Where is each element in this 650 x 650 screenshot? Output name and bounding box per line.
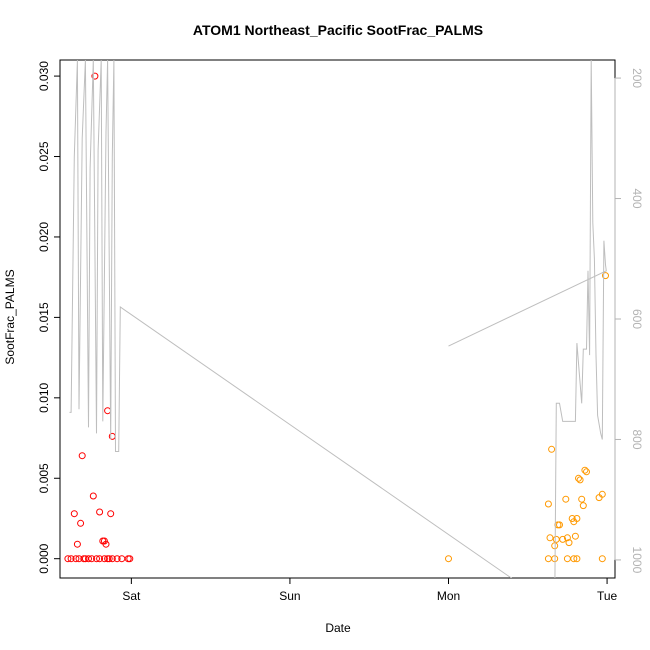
data-point-1-4 (570, 555, 578, 563)
y-tick-label-6: 0.030 (37, 61, 51, 91)
data-point-1-13 (556, 521, 563, 529)
data-point-0-11 (108, 555, 116, 563)
data-point-1-7 (544, 500, 552, 508)
right-tick-label-0: 200 (630, 68, 644, 88)
data-point-1-6 (598, 555, 606, 563)
data-point-0-24 (96, 508, 104, 516)
data-point-1-8 (548, 445, 556, 453)
y-tick-label-0: 0.000 (37, 543, 51, 573)
data-point-1-22 (575, 474, 582, 482)
data-point-0-19 (73, 540, 81, 548)
series-line-2 (69, 60, 607, 578)
data-point-1-15 (562, 495, 570, 503)
data-point-0-29 (107, 510, 115, 518)
right-tick-label-4: 1000 (630, 547, 644, 574)
x-axis-label: Date (325, 621, 351, 635)
x-tick-label-3: Tue (597, 589, 618, 603)
data-point-1-23 (576, 476, 584, 484)
plot-frame (59, 59, 616, 579)
data-point-0-0 (64, 555, 72, 563)
data-point-1-1 (544, 555, 552, 563)
data-point-0-17 (105, 555, 113, 563)
y-tick-label-3: 0.015 (37, 302, 51, 332)
data-point-1-14 (559, 535, 567, 543)
data-point-0-12 (113, 555, 121, 563)
data-point-1-5 (573, 555, 581, 563)
data-point-1-16 (563, 534, 571, 542)
data-point-0-28 (104, 407, 112, 415)
data-point-0-21 (78, 452, 86, 460)
data-point-1-0 (445, 555, 452, 563)
y-tick-label-5: 0.025 (37, 141, 51, 171)
data-point-1-30 (602, 272, 609, 280)
data-point-1-21 (573, 515, 581, 522)
data-point-0-27 (102, 540, 110, 548)
data-point-0-22 (89, 492, 97, 500)
data-point-1-20 (571, 532, 579, 540)
data-point-1-27 (583, 468, 590, 476)
data-point-0-5 (85, 555, 92, 563)
x-tick-label-1: Sun (279, 589, 300, 603)
data-point-1-11 (552, 535, 560, 543)
y-tick-label-2: 0.010 (37, 382, 51, 412)
right-tick-label-3: 800 (630, 429, 644, 449)
data-point-0-2 (72, 555, 80, 563)
right-tick-label-1: 400 (630, 188, 644, 208)
data-point-0-7 (93, 555, 100, 563)
data-point-1-25 (579, 502, 587, 510)
data-point-1-26 (581, 466, 589, 474)
data-point-0-1 (67, 555, 75, 563)
y-axis-label: SootFrac_PALMS (3, 269, 17, 364)
y-tick-label-4: 0.020 (37, 222, 51, 252)
plot-area (64, 60, 609, 578)
right-tick-label-2: 600 (630, 309, 644, 329)
data-point-0-20 (77, 519, 85, 527)
data-point-0-16 (81, 555, 89, 563)
chart-title: ATOM1 Northeast_Pacific SootFrac_PALMS (193, 22, 483, 38)
data-point-0-15 (126, 555, 134, 563)
y-tick-label-1: 0.005 (37, 463, 51, 493)
data-point-0-18 (70, 510, 78, 518)
data-point-0-8 (96, 555, 104, 563)
data-point-1-9 (546, 534, 554, 542)
data-point-1-17 (565, 539, 573, 547)
data-point-0-9 (100, 555, 108, 563)
data-point-1-24 (578, 495, 586, 503)
data-point-1-29 (598, 490, 606, 498)
x-tick-label-2: Mon (437, 589, 460, 603)
data-point-0-23 (91, 72, 99, 80)
data-point-1-3 (563, 555, 571, 563)
x-tick-label-0: Sat (122, 589, 141, 603)
